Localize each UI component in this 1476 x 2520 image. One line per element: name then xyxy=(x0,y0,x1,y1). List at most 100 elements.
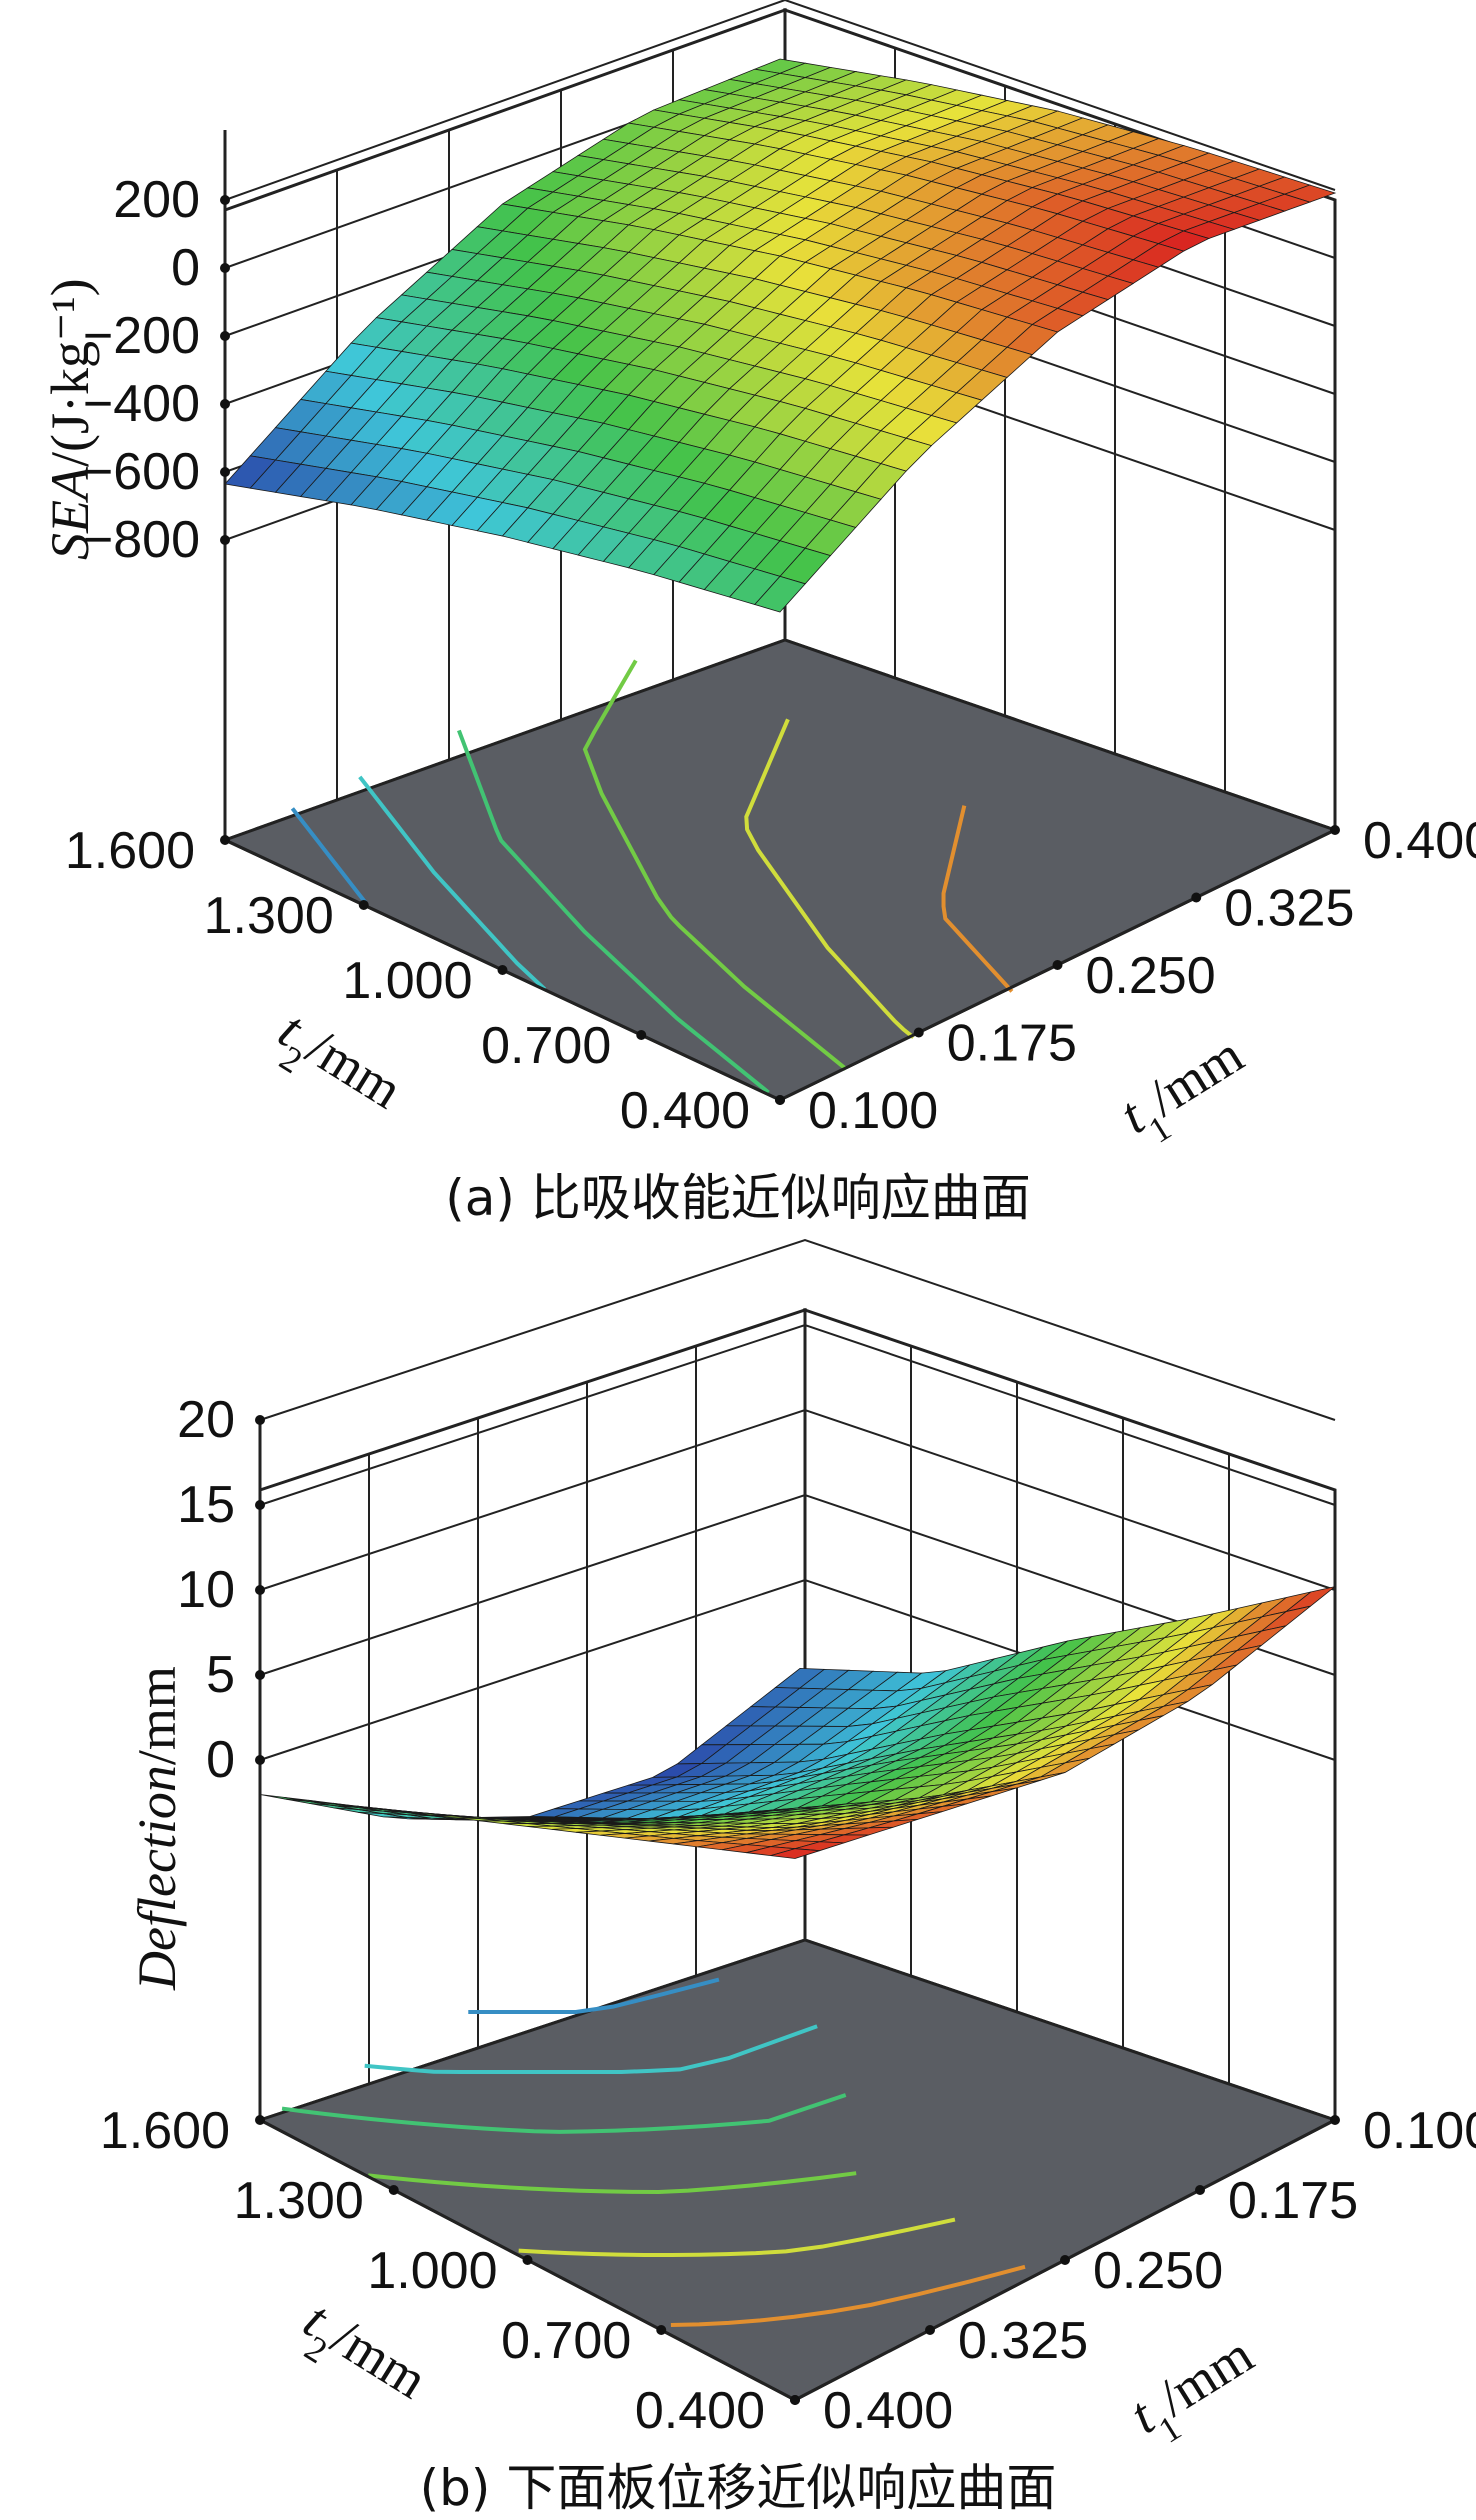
contour-line xyxy=(670,2264,1026,2327)
t1-axis-label: t1/mm xyxy=(1120,2324,1272,2458)
z-tick-label: 15 xyxy=(177,1476,235,1534)
z-tick-mark xyxy=(220,399,230,409)
t2-tick-mark xyxy=(636,1030,647,1040)
t1-tick-label: 0.250 xyxy=(1093,2242,1223,2300)
t2-tick-label: 0.400 xyxy=(620,1082,750,1140)
t1-tick-label: 0.100 xyxy=(1363,2102,1476,2160)
t2-tick-mark xyxy=(388,2185,399,2195)
z-ticks: 200 0 −200 −400 −600 −800 xyxy=(83,171,230,569)
z-tick-mark xyxy=(255,1670,265,1680)
wall-grid-line xyxy=(224,0,1336,201)
contour-line xyxy=(358,775,547,991)
t2-axis-label: t2/mm xyxy=(260,999,412,1133)
caption-a: (a) 比吸收能近似响应曲面 xyxy=(445,1169,1031,1227)
t1-tick-label: 0.400 xyxy=(823,2382,953,2440)
t1-tick-mark xyxy=(925,2325,935,2335)
z-tick-mark xyxy=(255,1755,265,1765)
contour-line xyxy=(468,1977,720,2014)
t1-tick-mark xyxy=(790,2395,800,2405)
z-axis-label: Deflection/mm xyxy=(127,1666,187,1991)
contour-line xyxy=(582,659,848,1071)
z-tick-label: −600 xyxy=(83,443,200,501)
wall-grid-line xyxy=(259,1493,1336,1676)
wall-grid-line xyxy=(259,1323,1336,1506)
z-tick-mark xyxy=(255,1585,265,1595)
t2-tick-label: 1.300 xyxy=(234,2172,364,2230)
contour-line xyxy=(281,2093,847,2134)
caption-b: (b) 下面板位移近似响应曲面 xyxy=(420,2459,1057,2517)
surface-cell xyxy=(754,575,806,613)
t1-tick-mark xyxy=(775,1095,785,1105)
z-tick-label: −400 xyxy=(83,375,200,433)
t1-tick-label: 0.175 xyxy=(947,1015,1077,1073)
z-ticks: 20 15 10 5 0 xyxy=(177,1391,265,1789)
floor-contours xyxy=(290,659,1014,1094)
t2-tick-label: 0.700 xyxy=(501,2312,631,2370)
floor-contours xyxy=(281,1977,1026,2327)
t1-tick-mark xyxy=(1330,2115,1340,2125)
chart-a: 200 0 −200 −400 −600 −800 1.6001.3001.0000.70… xyxy=(40,0,1476,1227)
t1-tick-label: 0.250 xyxy=(1086,947,1216,1005)
z-tick-mark xyxy=(220,195,230,205)
t1-tick-label: 0.100 xyxy=(808,1082,938,1140)
z-tick-label: 0 xyxy=(206,1731,235,1789)
z-tick-mark xyxy=(220,535,230,545)
t1-tick-label: 0.325 xyxy=(1224,880,1354,938)
t2-tick-mark xyxy=(522,2255,533,2265)
wall-grid-line xyxy=(259,1238,1336,1421)
z-tick-label: −200 xyxy=(83,307,200,365)
z-tick-label: 200 xyxy=(113,171,200,229)
t2-tick-mark xyxy=(497,965,508,975)
contour-line xyxy=(290,807,368,905)
contour-line xyxy=(744,718,915,1040)
t2-tick-label: 1.300 xyxy=(204,887,334,945)
z-tick-label: 5 xyxy=(206,1646,235,1704)
z-tick-mark xyxy=(255,1415,265,1425)
contour-line xyxy=(457,729,770,1094)
z-tick-mark xyxy=(220,467,230,477)
t2-tick-mark xyxy=(255,2115,265,2125)
t2-tick-label: 0.400 xyxy=(635,2382,765,2440)
t1-tick-mark xyxy=(1195,2185,1205,2195)
t2-axis-label: t2/mm xyxy=(285,2289,437,2423)
z-axis-label: SEA/(J·kg⁻¹) xyxy=(40,278,100,560)
t2-tick-label: 0.700 xyxy=(481,1017,611,1075)
z-tick-label: −800 xyxy=(83,511,200,569)
z-tick-mark xyxy=(220,331,230,341)
t1-tick-label: 0.325 xyxy=(958,2312,1088,2370)
contour-line xyxy=(941,805,1014,993)
t1-tick-mark xyxy=(1330,825,1340,835)
t1-tick-mark xyxy=(1060,2255,1070,2265)
z-tick-mark xyxy=(220,263,230,273)
contour-line xyxy=(518,2217,956,2258)
z-tick-label: 10 xyxy=(177,1561,235,1619)
t1-tick-label: 0.175 xyxy=(1228,2172,1358,2230)
t2-tick-mark xyxy=(656,2325,667,2335)
t1-tick-mark xyxy=(1052,960,1063,970)
surface-cell xyxy=(770,1848,820,1859)
z-tick-mark xyxy=(255,1500,265,1510)
wall-grid-line xyxy=(259,1408,1336,1591)
t2-tick-label: 1.000 xyxy=(342,952,472,1010)
contour-line xyxy=(364,2024,818,2074)
t1-tick-mark xyxy=(1191,892,1202,903)
z-tick-label: 20 xyxy=(177,1391,235,1449)
z-tick-label: 0 xyxy=(171,239,200,297)
t2-tick-mark xyxy=(358,900,369,910)
response-surface xyxy=(224,58,1337,613)
response-surface xyxy=(259,1586,1336,1859)
t2-tick-label: 1.600 xyxy=(65,822,195,880)
contour-line xyxy=(368,2171,857,2195)
t2-tick-mark xyxy=(220,835,230,845)
t2-tick-label: 1.000 xyxy=(367,2242,497,2300)
t1-tick-label: 0.400 xyxy=(1363,812,1476,870)
t1-axis-label: t1/mm xyxy=(1110,1024,1262,1158)
t1-tick-mark xyxy=(913,1027,924,1038)
t2-tick-label: 1.600 xyxy=(100,2102,230,2160)
